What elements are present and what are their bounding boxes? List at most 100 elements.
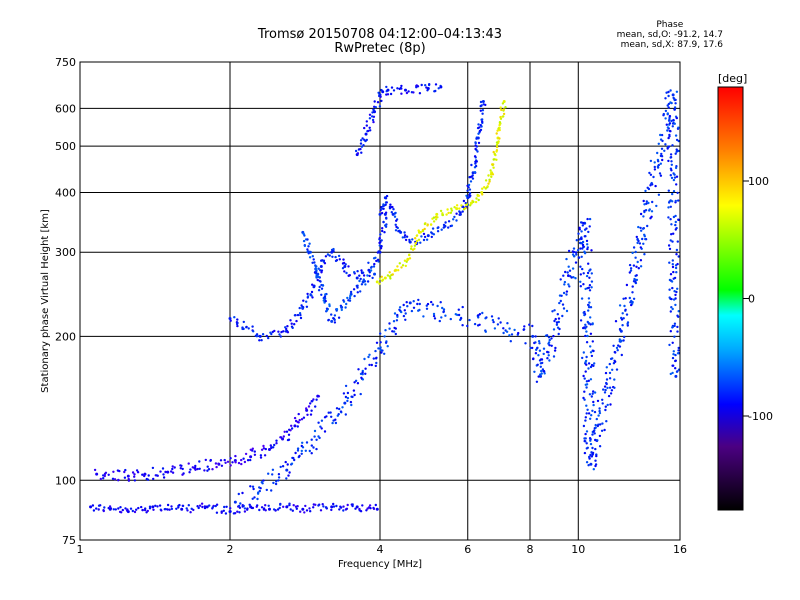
echo-point	[204, 458, 207, 462]
echo-point	[220, 464, 224, 467]
echo-point	[164, 470, 167, 474]
echo-point	[438, 319, 441, 323]
echo-point	[477, 123, 480, 126]
echo-point	[330, 508, 333, 512]
echo-point	[247, 327, 250, 330]
echo-point	[565, 257, 568, 261]
echo-point	[295, 319, 298, 323]
echo-point	[312, 506, 315, 509]
echo-point	[226, 460, 230, 463]
echo-point	[365, 124, 368, 127]
echo-point	[315, 447, 318, 451]
echo-point	[297, 421, 300, 424]
echo-point	[342, 505, 345, 508]
echo-point	[376, 258, 380, 261]
echo-point	[565, 309, 569, 313]
echo-point	[251, 485, 255, 488]
echo-point	[492, 166, 495, 169]
echo-point	[677, 126, 680, 129]
echo-point	[287, 474, 290, 477]
echo-point	[365, 509, 368, 512]
echo-point	[359, 139, 363, 142]
echo-point	[367, 129, 370, 133]
echo-point	[617, 344, 620, 347]
echo-point	[652, 175, 655, 179]
echo-point	[653, 168, 657, 171]
echo-point	[342, 299, 345, 302]
echo-point	[161, 467, 165, 470]
echo-point	[559, 278, 562, 281]
echo-point	[335, 308, 339, 311]
echo-point	[447, 226, 450, 229]
echo-point	[583, 313, 586, 317]
echo-point	[249, 458, 252, 462]
echo-point	[241, 327, 244, 331]
echo-point	[642, 215, 645, 218]
echo-point	[457, 308, 460, 311]
echo-point	[670, 119, 673, 123]
echo-point	[344, 413, 347, 416]
echo-point	[368, 117, 372, 120]
echo-point	[406, 305, 409, 308]
series-f1-cusp	[301, 230, 377, 324]
echo-point	[346, 396, 350, 400]
echo-point	[380, 239, 383, 242]
echo-point	[376, 251, 380, 254]
echo-point	[490, 175, 493, 178]
echo-point	[486, 185, 489, 188]
echo-point	[672, 190, 676, 193]
echo-point	[263, 454, 267, 457]
echo-point	[219, 459, 223, 462]
echo-point	[644, 237, 647, 241]
echo-point	[537, 375, 540, 378]
echo-point	[392, 208, 395, 211]
echo-point	[557, 317, 561, 320]
echo-point	[561, 314, 564, 318]
echo-point	[288, 471, 291, 474]
echo-point	[405, 91, 409, 95]
echo-point	[504, 106, 507, 109]
echo-point	[380, 99, 383, 103]
echo-point	[665, 91, 668, 94]
echo-point	[381, 229, 384, 233]
echo-point	[598, 409, 601, 413]
echo-point	[384, 197, 388, 200]
echo-point	[478, 313, 482, 316]
echo-point	[563, 280, 567, 284]
echo-point	[413, 247, 416, 250]
echo-point	[492, 158, 495, 161]
echo-point	[545, 334, 549, 337]
echo-point	[328, 254, 331, 257]
echo-point	[475, 160, 478, 163]
echo-point	[379, 332, 382, 335]
echo-point	[320, 269, 324, 272]
echo-point	[668, 296, 671, 299]
echo-point	[669, 273, 673, 276]
echo-point	[380, 207, 384, 210]
echo-point	[293, 458, 296, 462]
echo-point	[455, 207, 459, 211]
echo-point	[295, 507, 298, 510]
echo-point	[378, 250, 382, 254]
echo-point	[454, 313, 457, 316]
echo-point	[557, 332, 560, 336]
echo-point	[582, 221, 585, 225]
echo-point	[567, 265, 570, 268]
echo-point	[591, 446, 594, 450]
echo-point	[442, 310, 445, 314]
echo-point	[314, 264, 317, 267]
echo-point	[591, 453, 594, 456]
echo-point	[598, 445, 602, 448]
echo-point	[187, 504, 190, 507]
echo-point	[588, 276, 591, 279]
echo-point	[368, 363, 371, 367]
echo-point	[656, 165, 660, 168]
echo-point	[404, 318, 407, 321]
echo-point	[359, 277, 362, 281]
echo-point	[413, 244, 417, 247]
echo-point	[553, 309, 556, 312]
echo-point	[582, 374, 585, 378]
echo-point	[225, 505, 228, 508]
echo-point	[326, 253, 330, 256]
echo-point	[641, 237, 644, 241]
